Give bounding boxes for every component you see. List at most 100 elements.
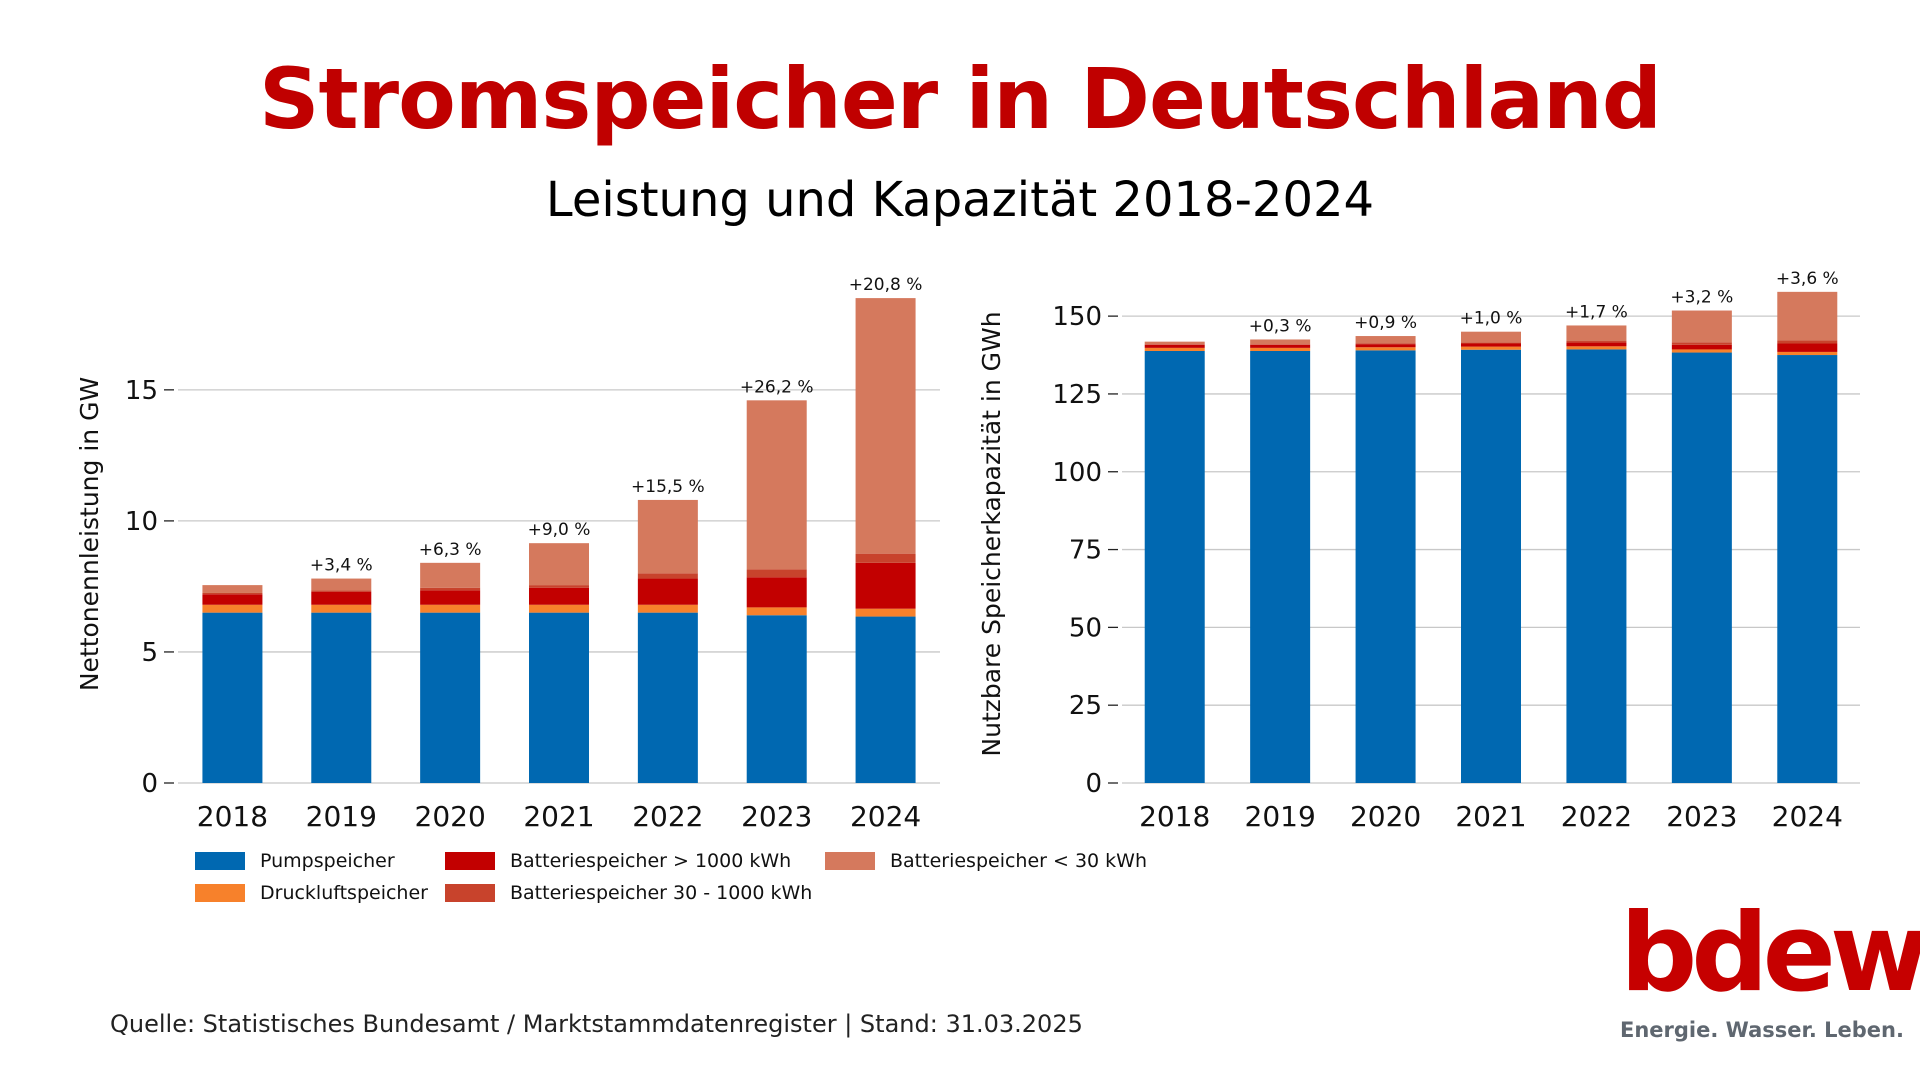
legend-item-batterie-klein: Batteriespeicher < 30 kWh: [825, 850, 1147, 872]
right-chart-bar-pumpspeicher-2018: [1144, 350, 1205, 783]
right-chart-bar-batteriespeicher-1000-kwh-2018: [1144, 344, 1205, 348]
left-chart-bar-pumpspeicher-2024: [855, 616, 916, 783]
left-chart-bar-batteriespeicher-30-1000-kwh-2024: [855, 553, 916, 563]
right-chart-bar-batteriespeicher-30-1000-kwh-2022: [1566, 341, 1627, 343]
left-chart-bar-pumpspeicher-2019: [311, 612, 372, 783]
right-chart-growth-label-2019: +0,3 %: [1249, 316, 1312, 336]
right-chart-bar-batteriespeicher-30-kwh-2023: [1671, 310, 1732, 343]
left-chart-bar-batteriespeicher-30-kwh-2022: [637, 499, 698, 574]
source-note: Quelle: Statistisches Bundesamt / Markts…: [110, 1010, 1083, 1038]
right-chart-xtick-label-2021: 2021: [1455, 800, 1526, 833]
left-chart-bar-batteriespeicher-30-1000-kwh-2023: [746, 569, 807, 578]
right-chart-xtick-label-2024: 2024: [1772, 800, 1843, 833]
legend-label-pumpspeicher: Pumpspeicher: [260, 850, 395, 872]
right-chart-ylabel: Nutzbare Speicherkapazität in GWh: [977, 311, 1006, 756]
right-chart-xtick-label-2019: 2019: [1245, 800, 1316, 833]
left-chart-bar-batteriespeicher-30-kwh-2019: [311, 578, 372, 591]
left-chart-bar-batteriespeicher-30-kwh-2024: [855, 298, 916, 554]
legend-swatch-batterie-gross: [445, 852, 495, 870]
left-chart-bar-druckluftspeicher-2021: [529, 604, 589, 613]
left-chart-bar-batteriespeicher-1000-kwh-2024: [855, 562, 916, 609]
left-chart-bar-batteriespeicher-1000-kwh-2020: [420, 590, 481, 605]
left-chart-bar-druckluftspeicher-2020: [420, 604, 481, 613]
left-chart-growth-label-2023: +26,2 %: [740, 377, 814, 397]
left-chart-bar-pumpspeicher-2021: [529, 612, 589, 783]
right-chart-ytick-label: 125: [1052, 380, 1102, 410]
logo-tagline: Energie. Wasser. Leben.: [1620, 1018, 1904, 1042]
left-chart-growth-label-2019: +3,4 %: [310, 556, 373, 576]
right-chart-growth-label-2020: +0,9 %: [1354, 313, 1417, 333]
legend-label-batterie-klein: Batteriespeicher < 30 kWh: [890, 850, 1148, 872]
left-chart-bar-batteriespeicher-30-kwh-2020: [420, 562, 481, 588]
left-chart-xtick-label-2023: 2023: [741, 800, 812, 833]
right-chart-bar-batteriespeicher-30-1000-kwh-2019: [1250, 344, 1311, 345]
right-chart-bar-pumpspeicher-2020: [1355, 350, 1416, 783]
left-chart-bar-batteriespeicher-1000-kwh-2019: [311, 591, 372, 605]
left-chart-bar-batteriespeicher-30-1000-kwh-2022: [637, 573, 698, 579]
left-chart-ylabel: Nettonennleistung in GW: [75, 377, 104, 691]
right-chart-xtick-label-2018: 2018: [1139, 800, 1210, 833]
left-chart-bar-batteriespeicher-30-kwh-2018: [202, 585, 263, 593]
left-chart-xtick-label-2020: 2020: [415, 800, 486, 833]
left-chart-bar-batteriespeicher-1000-kwh-2018: [202, 594, 263, 605]
right-chart-ytick-label: 50: [1069, 613, 1102, 643]
right-chart-bar-druckluftspeicher-2018: [1144, 347, 1205, 351]
right-chart-bar-batteriespeicher-1000-kwh-2019: [1250, 344, 1311, 348]
left-chart-bar-pumpspeicher-2022: [637, 612, 698, 783]
left-chart-bar-pumpspeicher-2020: [420, 612, 481, 783]
right-chart-bar-batteriespeicher-30-kwh-2024: [1777, 291, 1838, 341]
legend-swatch-batterie-mittel: [445, 884, 495, 902]
right-chart-bar-pumpspeicher-2022: [1566, 349, 1627, 783]
legend-label-druckluftspeicher: Druckluftspeicher: [260, 882, 428, 904]
left-chart-growth-label-2020: +6,3 %: [419, 540, 482, 560]
left-chart-bar-druckluftspeicher-2024: [855, 608, 916, 617]
right-chart-bar-batteriespeicher-30-kwh-2021: [1461, 331, 1521, 343]
legend-item-druckluftspeicher: Druckluftspeicher: [195, 882, 428, 904]
left-chart-bar-pumpspeicher-2023: [746, 615, 807, 783]
left-chart-bar-batteriespeicher-1000-kwh-2022: [637, 578, 698, 605]
left-chart-ytick-label: 10: [125, 507, 158, 537]
right-chart-bar-pumpspeicher-2023: [1671, 352, 1732, 783]
right-chart-ytick-label: 100: [1052, 458, 1102, 488]
legend-label-batterie-gross: Batteriespeicher > 1000 kWh: [510, 850, 792, 872]
right-chart-growth-label-2022: +1,7 %: [1565, 302, 1628, 322]
left-chart-xtick-label-2021: 2021: [523, 800, 594, 833]
right-chart-bar-batteriespeicher-1000-kwh-2023: [1671, 344, 1732, 350]
left-chart-xtick-label-2022: 2022: [632, 800, 703, 833]
legend-item-batterie-mittel: Batteriespeicher 30 - 1000 kWh: [445, 882, 812, 904]
left-chart-bar-druckluftspeicher-2022: [637, 604, 698, 613]
right-chart-bar-batteriespeicher-30-kwh-2020: [1355, 336, 1416, 344]
left-chart-bar-batteriespeicher-30-1000-kwh-2020: [420, 587, 481, 591]
left-chart-ytick-label: 0: [141, 769, 158, 799]
left-chart-bar-batteriespeicher-30-kwh-2023: [746, 400, 807, 570]
left-chart-growth-label-2021: +9,0 %: [528, 520, 591, 540]
left-chart-bar-pumpspeicher-2018: [202, 612, 263, 783]
left-chart-ytick-label: 5: [141, 638, 158, 668]
right-chart-bar-batteriespeicher-30-1000-kwh-2018: [1144, 344, 1205, 345]
legend-item-pumpspeicher: Pumpspeicher: [195, 850, 395, 872]
page-subtitle: Leistung und Kapazität 2018-2024: [545, 172, 1375, 228]
left-chart-growth-label-2022: +15,5 %: [631, 477, 705, 497]
left-chart-bar-batteriespeicher-30-1000-kwh-2019: [311, 590, 372, 592]
right-chart-bar-druckluftspeicher-2020: [1355, 347, 1416, 351]
right-chart-bar-batteriespeicher-1000-kwh-2022: [1566, 342, 1627, 347]
left-chart-bar-druckluftspeicher-2019: [311, 604, 372, 613]
right-chart-growth-label-2024: +3,6 %: [1776, 269, 1839, 289]
right-chart-growth-label-2021: +1,0 %: [1460, 309, 1523, 329]
chart-legend: Pumpspeicher Druckluftspeicher Batteries…: [195, 850, 1195, 920]
right-chart-xtick-label-2020: 2020: [1350, 800, 1421, 833]
logo-wordmark: bdew: [1620, 891, 1920, 1016]
legend-swatch-druckluftspeicher: [195, 884, 245, 902]
chart-nettonennleistung: 0 5 10 15 Nettonennleistung in GW 2018 +3,4 % 2…: [75, 275, 940, 833]
legend-swatch-batterie-klein: [825, 852, 875, 870]
left-chart-bar-batteriespeicher-30-kwh-2021: [529, 543, 589, 586]
left-chart-xtick-label-2024: 2024: [850, 800, 921, 833]
left-chart-growth-label-2024: +20,8 %: [849, 275, 923, 295]
right-chart-growth-label-2023: +3,2 %: [1670, 288, 1733, 308]
legend-item-batterie-gross: Batteriespeicher > 1000 kWh: [445, 850, 791, 872]
right-chart-bar-batteriespeicher-30-kwh-2018: [1144, 341, 1205, 345]
left-chart-xtick-label-2019: 2019: [306, 800, 377, 833]
right-chart-bar-druckluftspeicher-2019: [1250, 347, 1311, 351]
right-chart-bar-pumpspeicher-2021: [1461, 349, 1521, 783]
right-chart-bar-druckluftspeicher-2024: [1777, 351, 1838, 356]
